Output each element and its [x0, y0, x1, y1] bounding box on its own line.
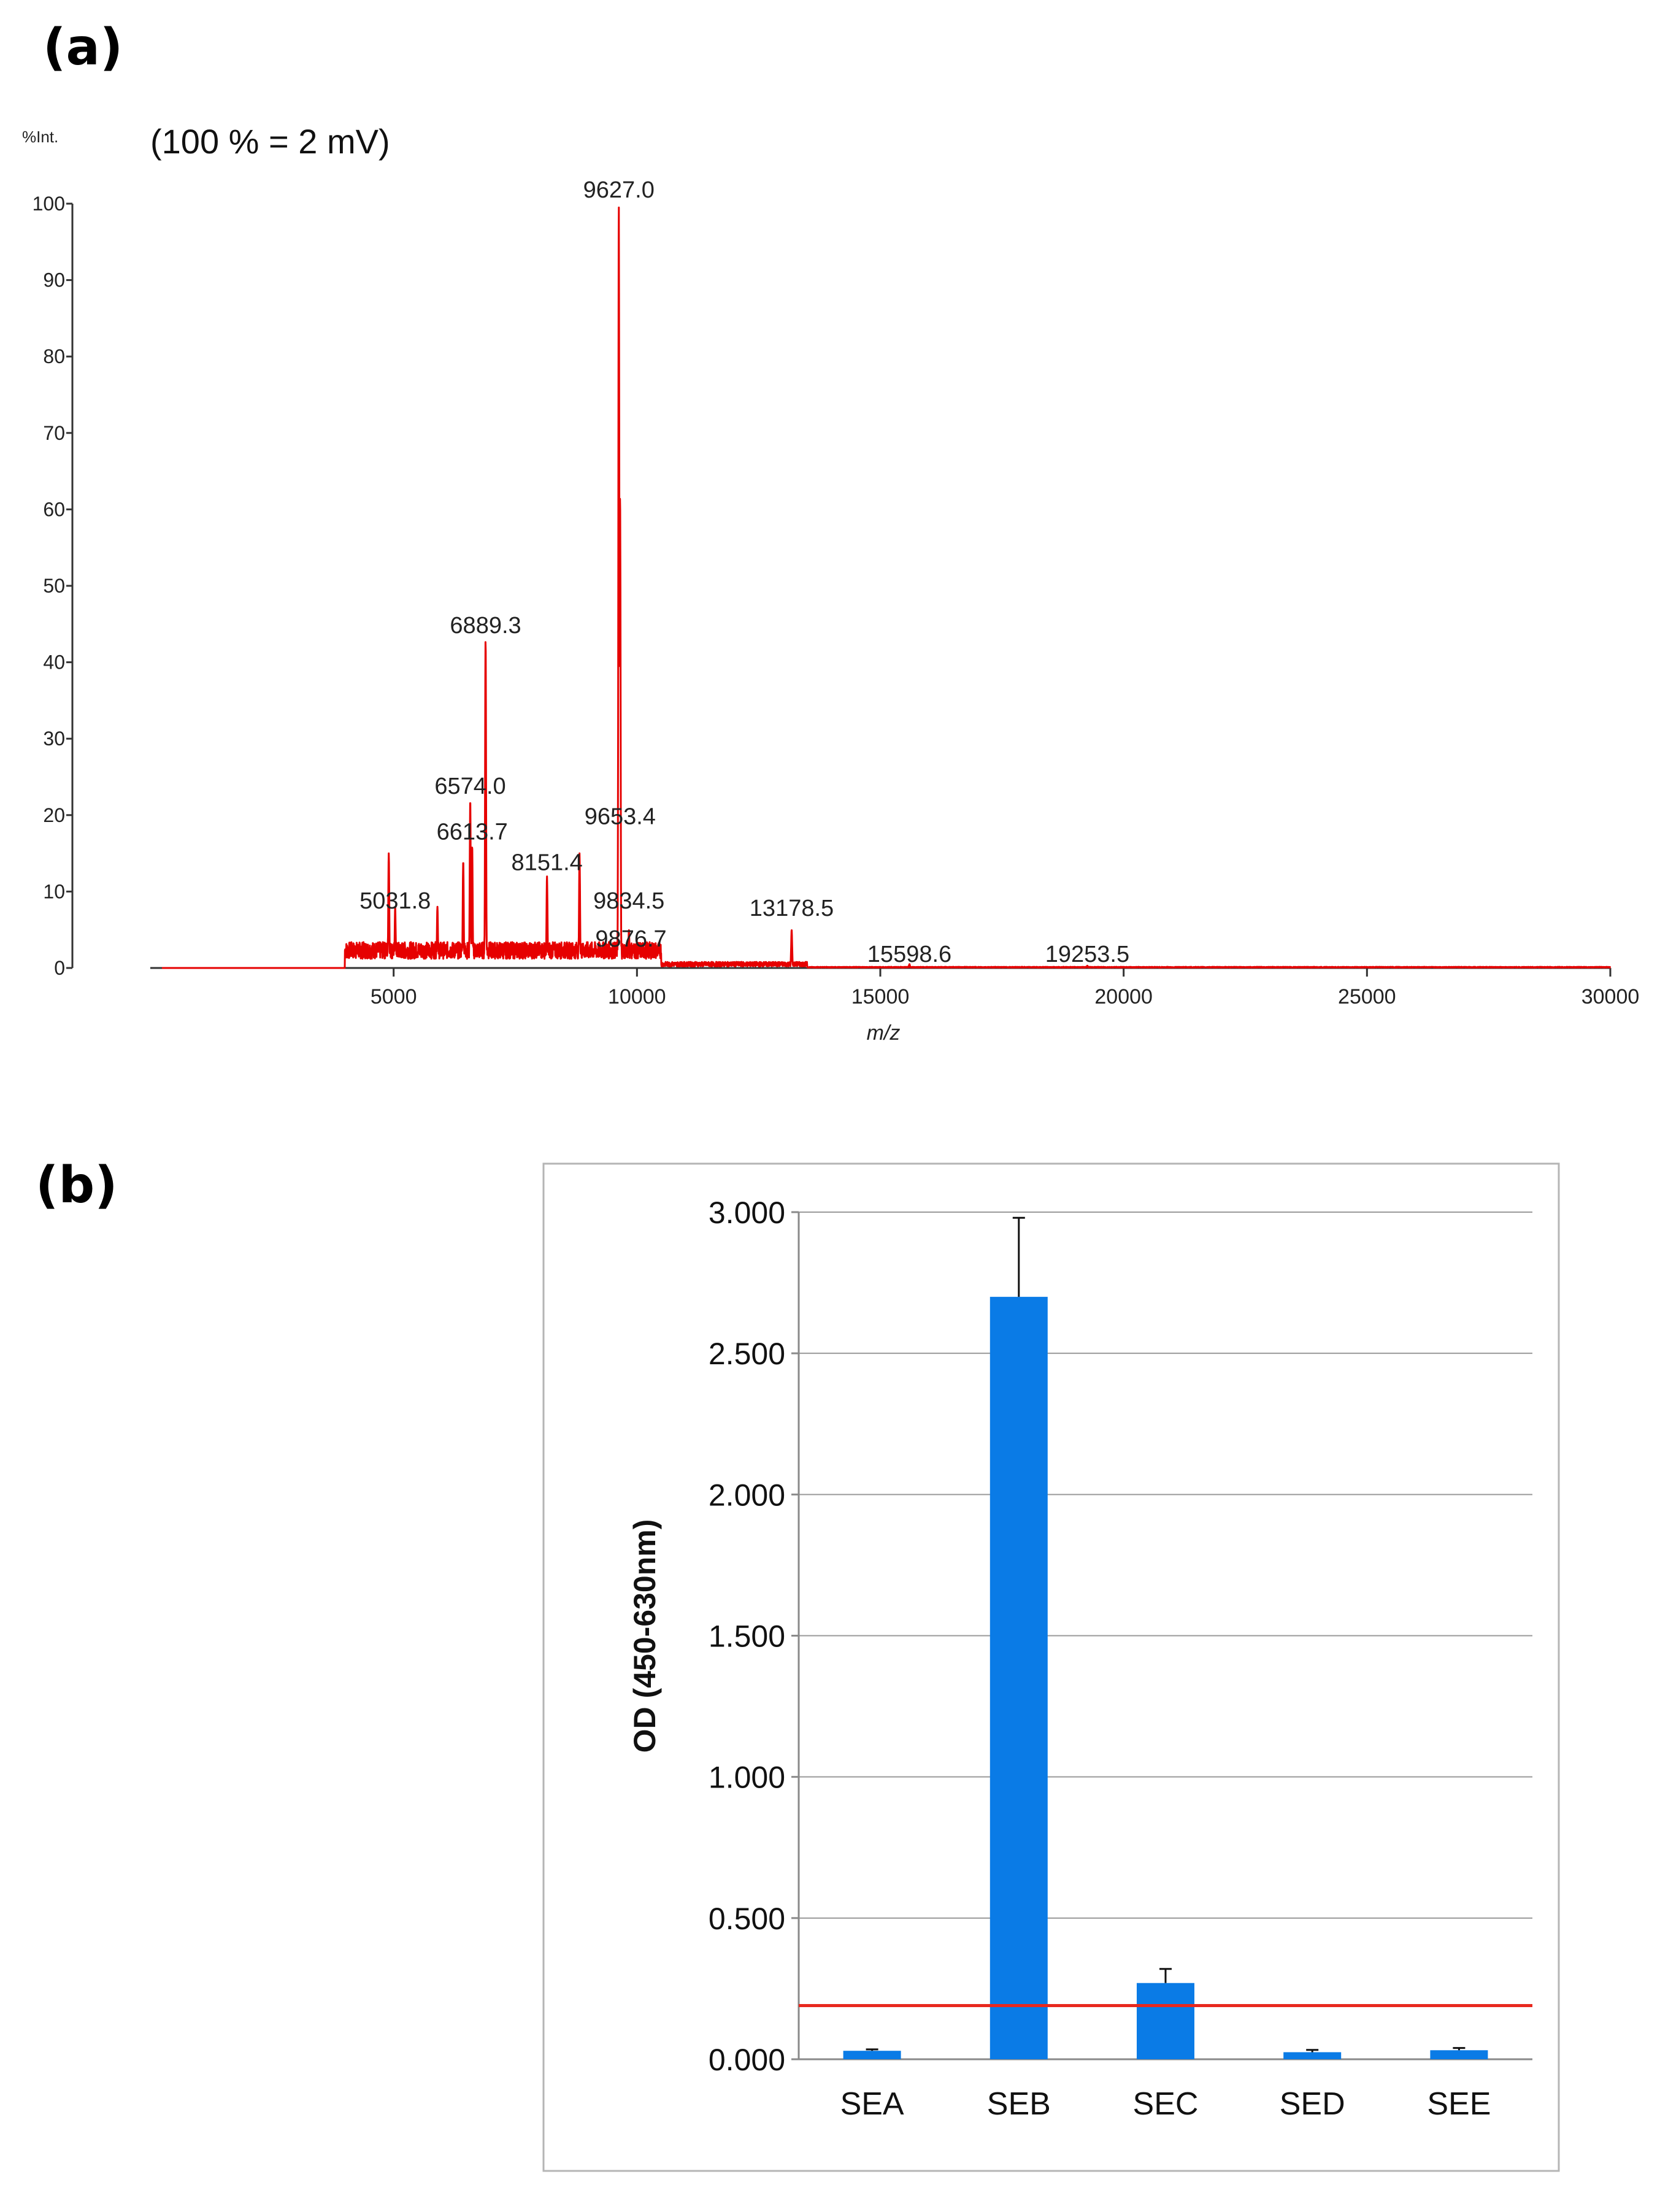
x-tick-label: 5000 [371, 985, 417, 1008]
peak-label: 13178.5 [750, 896, 834, 921]
y-tick-label: 0.500 [709, 1902, 785, 1936]
peak-label: 6574.0 [434, 774, 505, 799]
x-tick-label: 15000 [851, 985, 910, 1008]
y-ticks: 0.000 0.500 1.000 1.500 2.000 2.500 3.000 [709, 1196, 799, 2077]
peak-label: 9834.5 [593, 888, 664, 914]
y-tick-label: 2.500 [709, 1337, 785, 1371]
category-label-see: SEE [1427, 2086, 1491, 2122]
panel-a-label: (a) [43, 18, 123, 77]
y-tick-label: 70 [43, 422, 65, 444]
y-tick-label: 80 [43, 345, 65, 367]
x-tick-label: 30000 [1581, 985, 1640, 1008]
gridlines [799, 1212, 1532, 1919]
bar-sea [843, 2051, 901, 2059]
y-tick-label: 3.000 [709, 1196, 785, 1230]
mass-spectrum-chart: %Int. (100 % = 2 mV) 0 10 20 30 40 50 60 70 80 90… [22, 122, 1639, 1045]
y-tick-label: 10 [43, 880, 65, 902]
bar-see [1430, 2050, 1488, 2059]
peak-label: 15598.6 [867, 942, 951, 967]
y-tick-label: 100 [33, 193, 65, 215]
x-tick-label: 25000 [1338, 985, 1396, 1008]
x-axis-label: m/z [867, 1021, 901, 1045]
y-ticks: 0 10 20 30 40 50 60 70 80 90 100 [33, 193, 72, 979]
y-tick-label: 30 [43, 728, 65, 750]
peak-label: 9653.4 [585, 804, 656, 830]
peak-label: 6613.7 [437, 820, 508, 845]
category-label-seb: SEB [987, 2086, 1051, 2122]
panel-b-label: (b) [36, 1156, 118, 1215]
bar-seb [989, 1297, 1048, 2059]
peak-label: 8151.4 [512, 850, 583, 875]
intensity-note: (100 % = 2 mV) [150, 122, 390, 161]
y-tick-label: 20 [43, 804, 65, 826]
bars [843, 1297, 1488, 2059]
category-label-sec: SEC [1133, 2086, 1199, 2122]
x-tick-label: 20000 [1094, 985, 1153, 1008]
error-bars [866, 1216, 1466, 2053]
category-labels: SEA SEB SEC SED SEE [840, 2086, 1491, 2122]
y-tick-label: 40 [43, 651, 65, 674]
category-label-sea: SEA [840, 2086, 904, 2122]
peak-label: 9627.0 [583, 177, 655, 203]
chart-frame [542, 1162, 1560, 2172]
y-tick-label: 2.000 [709, 1478, 785, 1512]
peak-label: 6889.3 [450, 613, 521, 639]
y-tick-label: 0.000 [709, 2043, 785, 2077]
y-axis-label: %Int. [22, 128, 58, 146]
category-label-sed: SED [1280, 2086, 1345, 2122]
peak-label: 5031.8 [359, 888, 431, 914]
y-tick-label: 60 [43, 498, 65, 520]
peak-label: 19253.5 [1045, 942, 1129, 967]
spectrum-line [161, 206, 1612, 969]
peak-label: 9876.7 [595, 926, 666, 952]
y-axis-label: OD (450-630nm) [628, 1519, 662, 1753]
y-tick-label: 1.500 [709, 1619, 785, 1654]
y-tick-label: 50 [43, 575, 65, 597]
y-tick-label: 90 [43, 269, 65, 291]
y-tick-label: 1.000 [709, 1761, 785, 1795]
bar-sed [1283, 2052, 1342, 2059]
bar-sec [1137, 1983, 1194, 2059]
x-tick-label: 10000 [608, 985, 666, 1008]
x-ticks: 5000 10000 15000 20000 25000 30000 [371, 968, 1639, 1008]
y-tick-label: 0 [54, 957, 65, 979]
